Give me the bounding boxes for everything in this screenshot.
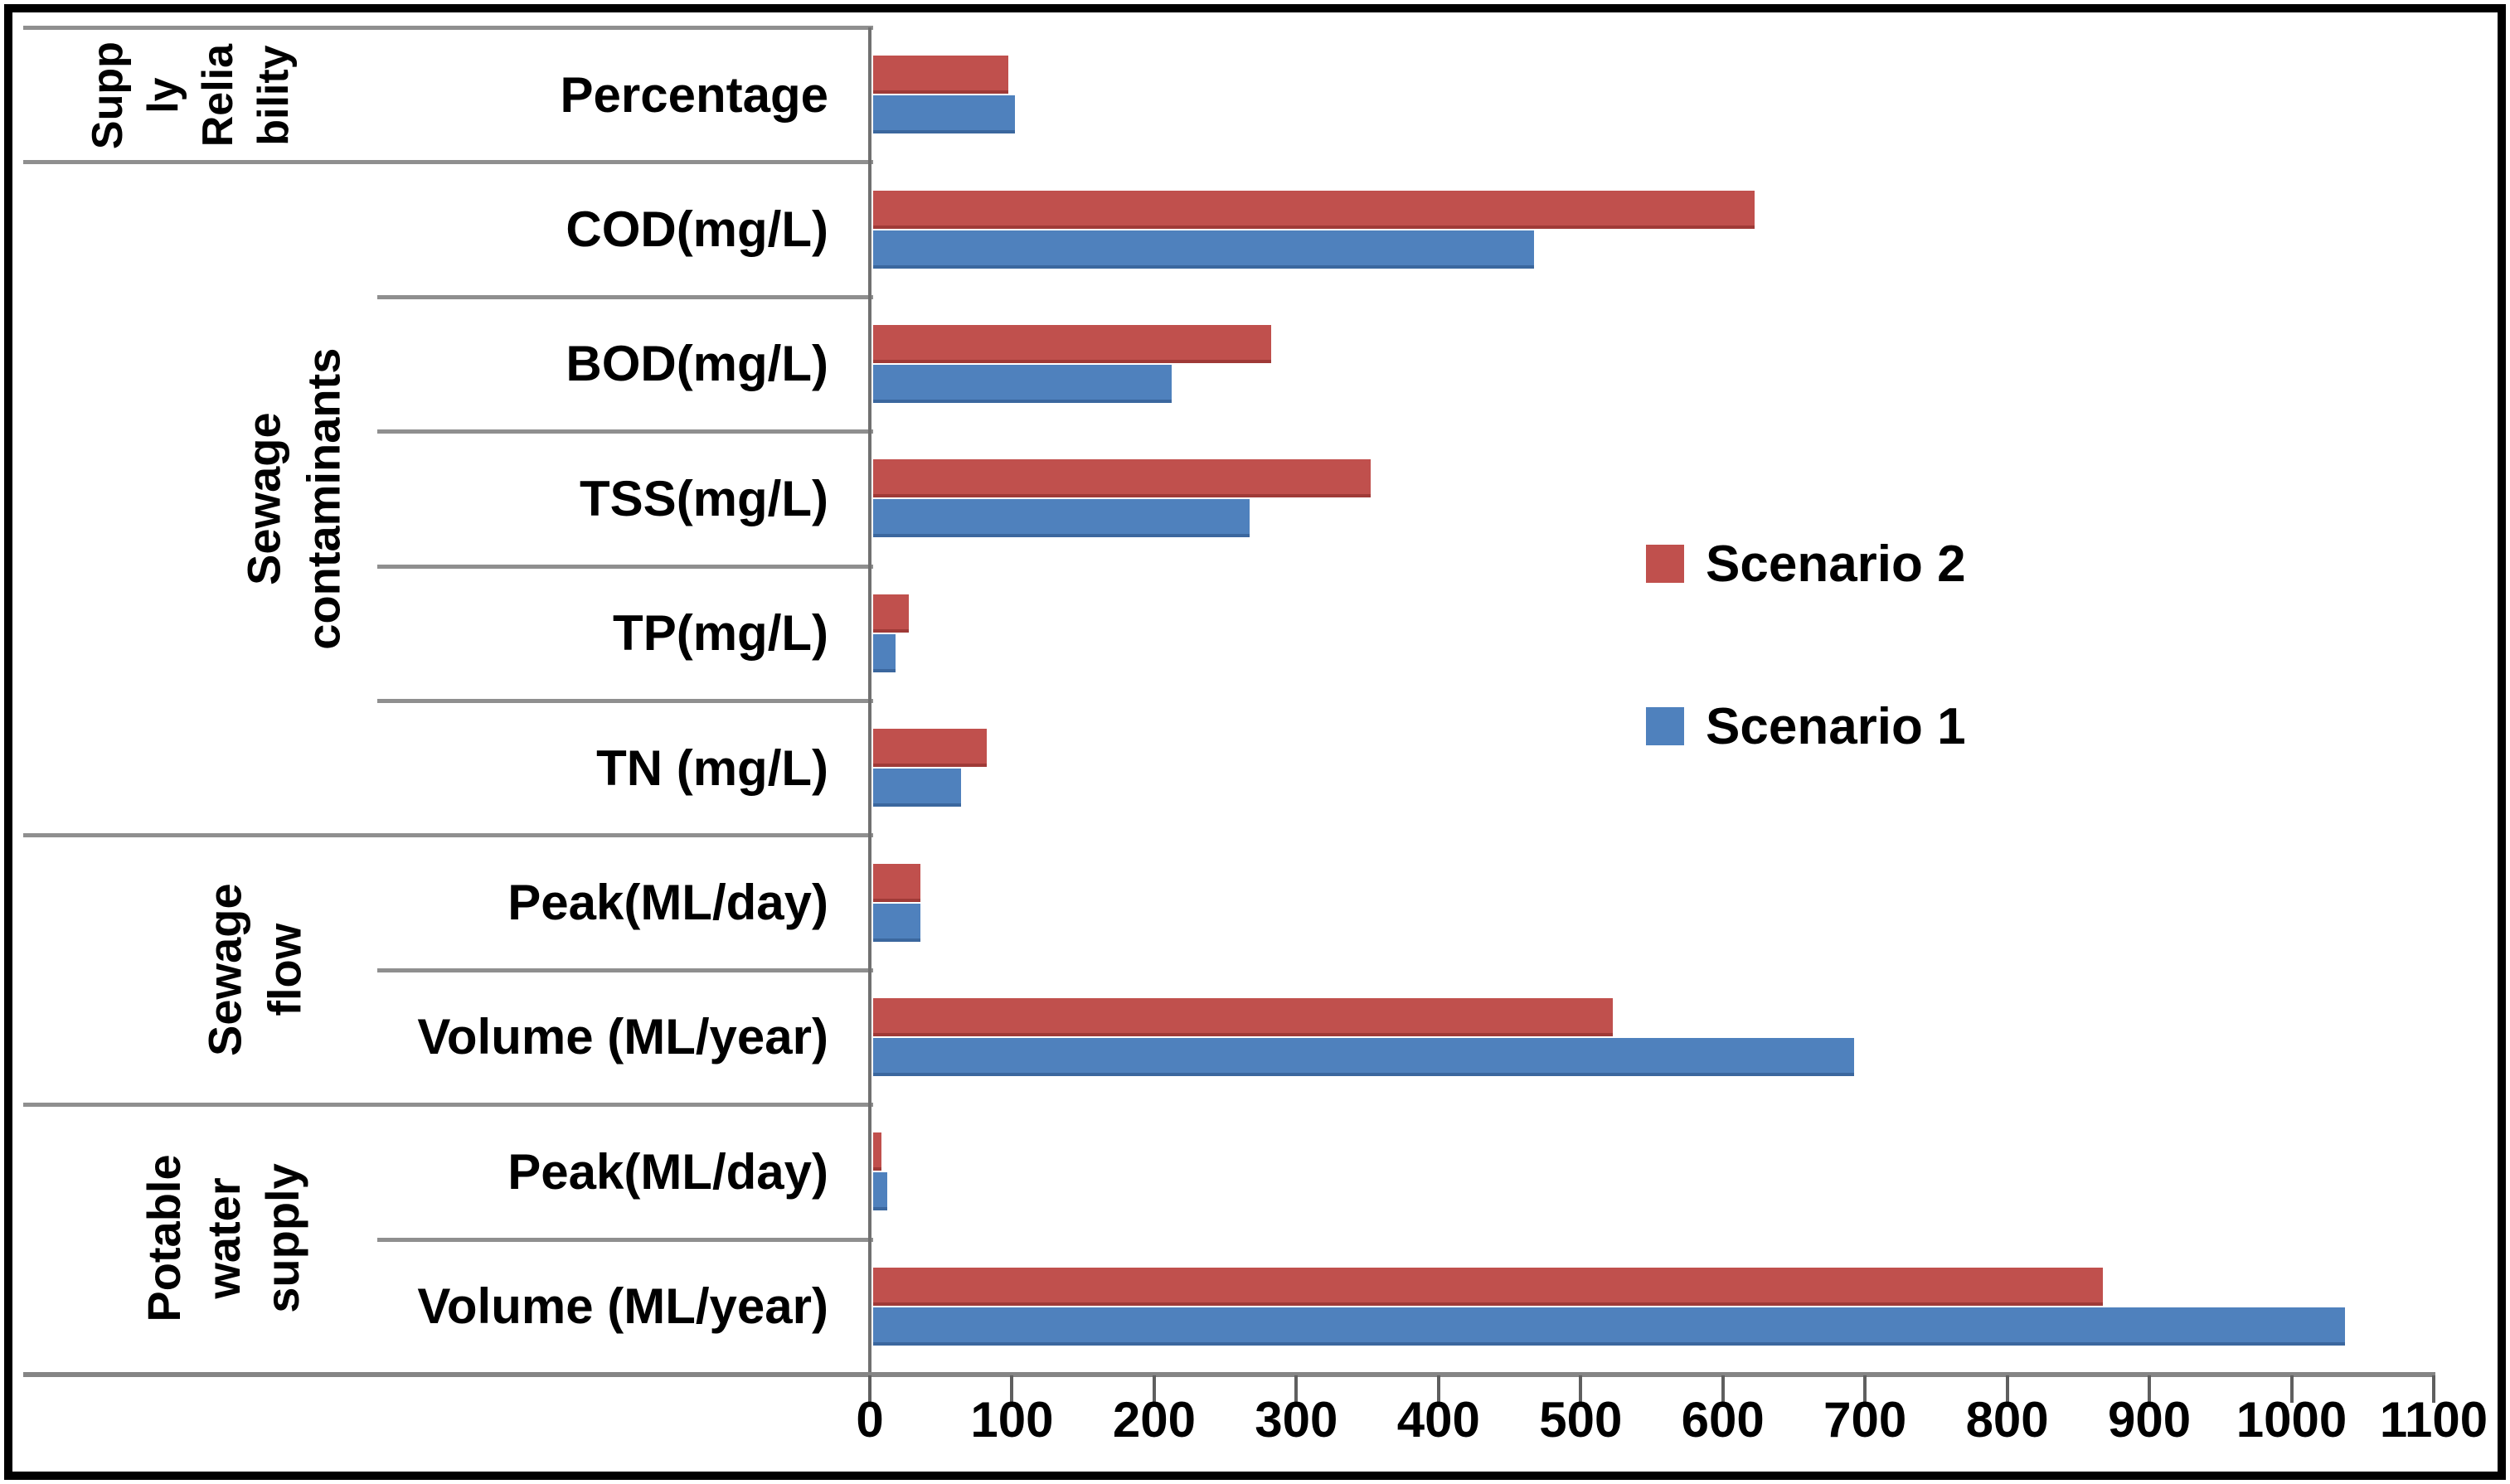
axis-tick-label: 400 <box>1396 1392 1480 1448</box>
group-label-sewage-flow: Sewage flow <box>178 836 332 1103</box>
bar-scenario-1 <box>873 769 961 807</box>
row-separator-line <box>377 699 873 703</box>
category-label: Volume (ML/year) <box>417 1278 828 1335</box>
axis-tick <box>1294 1375 1299 1403</box>
bar-scenario-2 <box>873 864 920 902</box>
axis-tick-label: 300 <box>1255 1392 1338 1448</box>
group-label-text: Sewage flow <box>198 883 311 1056</box>
axis-tick <box>1010 1375 1014 1403</box>
axis-tick-label: 1100 <box>2379 1392 2488 1448</box>
axis-tick <box>2005 1375 2009 1403</box>
bar-scenario-1 <box>873 95 1015 133</box>
axis-tick <box>1863 1375 1867 1403</box>
bar-scenario-1 <box>873 904 920 942</box>
axis-tick-label: 100 <box>970 1392 1054 1448</box>
axis-tick-label: 900 <box>2108 1392 2192 1448</box>
bar-scenario-2 <box>873 998 1613 1036</box>
axis-tick-label: 600 <box>1681 1392 1765 1448</box>
group-label-text: Supp ly Relia bility <box>83 41 298 149</box>
legend-swatch-scenario-1 <box>1646 707 1684 745</box>
group-separator-line <box>23 26 873 30</box>
bar-scenario-2 <box>873 56 1008 94</box>
group-label-text: Potable water supply <box>137 1154 309 1323</box>
legend-swatch-scenario-2 <box>1646 545 1684 583</box>
category-label: BOD(mg/L) <box>566 336 828 392</box>
group-separator-line <box>23 1103 873 1108</box>
bar-scenario-1 <box>873 1172 887 1210</box>
category-label: TSS(mg/L) <box>580 470 828 526</box>
bar-scenario-1 <box>873 1307 2345 1346</box>
axis-tick-label: 1000 <box>2236 1392 2347 1448</box>
axis-tick-label: 700 <box>1823 1392 1907 1448</box>
group-separator-line <box>23 833 873 838</box>
category-label: Volume (ML/year) <box>417 1009 828 1065</box>
axis-tick-label: 0 <box>856 1392 884 1448</box>
axis-tick <box>2148 1375 2152 1403</box>
bar-scenario-1 <box>873 499 1250 537</box>
bar-scenario-2 <box>873 459 1371 497</box>
axis-tick <box>1579 1375 1583 1403</box>
axis-tick <box>2289 1375 2294 1403</box>
axis-tick-label: 500 <box>1539 1392 1623 1448</box>
bar-scenario-2 <box>873 1268 2103 1306</box>
legend-entry-scenario-1: Scenario 1 <box>1646 691 1966 761</box>
bar-scenario-2 <box>873 325 1271 363</box>
bar-scenario-1 <box>873 1038 1854 1076</box>
legend-label-scenario-1: Scenario 1 <box>1706 697 1966 755</box>
category-label: Percentage <box>560 66 829 123</box>
category-axis-line <box>868 27 871 1374</box>
axis-tick <box>1436 1375 1440 1403</box>
value-axis-line <box>23 1372 2435 1377</box>
row-separator-line <box>377 1237 873 1242</box>
category-label: TP(mg/L) <box>613 605 828 662</box>
legend-label-scenario-2: Scenario 2 <box>1706 535 1966 593</box>
group-label-supply-reliability: Supp ly Relia bility <box>33 30 348 161</box>
axis-tick <box>1721 1375 1725 1403</box>
row-separator-line <box>377 294 873 299</box>
category-label: TN (mg/L) <box>596 740 828 796</box>
bar-scenario-1 <box>873 365 1172 403</box>
legend-entry-scenario-2: Scenario 2 <box>1646 529 1966 599</box>
category-label: Peak(ML/day) <box>507 875 828 931</box>
axis-tick <box>868 1375 871 1403</box>
bar-scenario-2 <box>873 594 909 633</box>
category-label: Peak(ML/day) <box>507 1143 828 1200</box>
group-label-potable-water-supply: Potable water supply <box>101 1105 346 1372</box>
bar-scenario-2 <box>873 191 1755 229</box>
bar-scenario-2 <box>873 729 987 767</box>
row-separator-line <box>377 564 873 569</box>
group-separator-line <box>23 160 873 165</box>
legend: Scenario 2 Scenario 1 <box>1646 529 1966 761</box>
axis-tick <box>2432 1375 2435 1403</box>
axis-tick-label: 200 <box>1112 1392 1196 1448</box>
axis-tick-label: 800 <box>1965 1392 2049 1448</box>
row-separator-line <box>377 968 873 972</box>
bar-scenario-1 <box>873 230 1534 269</box>
axis-tick <box>1152 1375 1156 1403</box>
bar-scenario-1 <box>873 634 896 672</box>
row-separator-line <box>377 429 873 434</box>
bar-scenario-2 <box>873 1132 881 1171</box>
category-label: COD(mg/L) <box>566 201 828 258</box>
